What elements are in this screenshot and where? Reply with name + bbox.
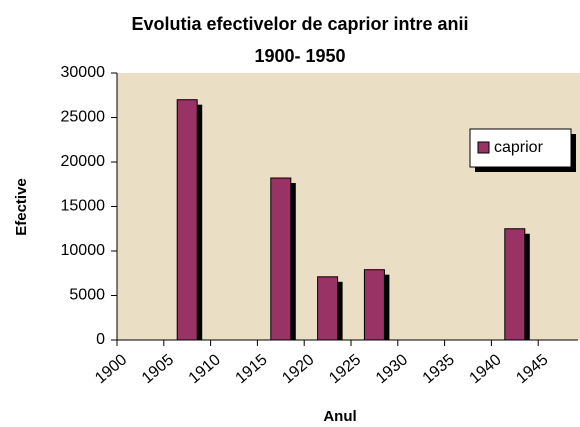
y-tick-label: 10000 — [61, 242, 106, 259]
bar — [176, 99, 198, 341]
chart-title: Evolutia efectivelor de caprior intre an… — [131, 14, 468, 34]
y-tick-label: 20000 — [61, 153, 106, 170]
y-tick-label: 25000 — [61, 109, 106, 126]
bar — [270, 177, 292, 341]
bar — [317, 276, 339, 341]
y-axis-title: Efective — [13, 178, 30, 236]
legend-label: caprior — [494, 139, 544, 156]
legend-swatch — [477, 141, 490, 154]
bar — [504, 228, 526, 341]
y-tick-label: 0 — [96, 331, 105, 348]
y-tick-label: 5000 — [69, 287, 105, 304]
y-tick-label: 30000 — [61, 64, 106, 81]
x-axis-title: Anul — [323, 408, 356, 425]
chart-title: 1900- 1950 — [254, 46, 345, 66]
bar — [363, 269, 385, 341]
y-tick-label: 15000 — [61, 198, 106, 215]
